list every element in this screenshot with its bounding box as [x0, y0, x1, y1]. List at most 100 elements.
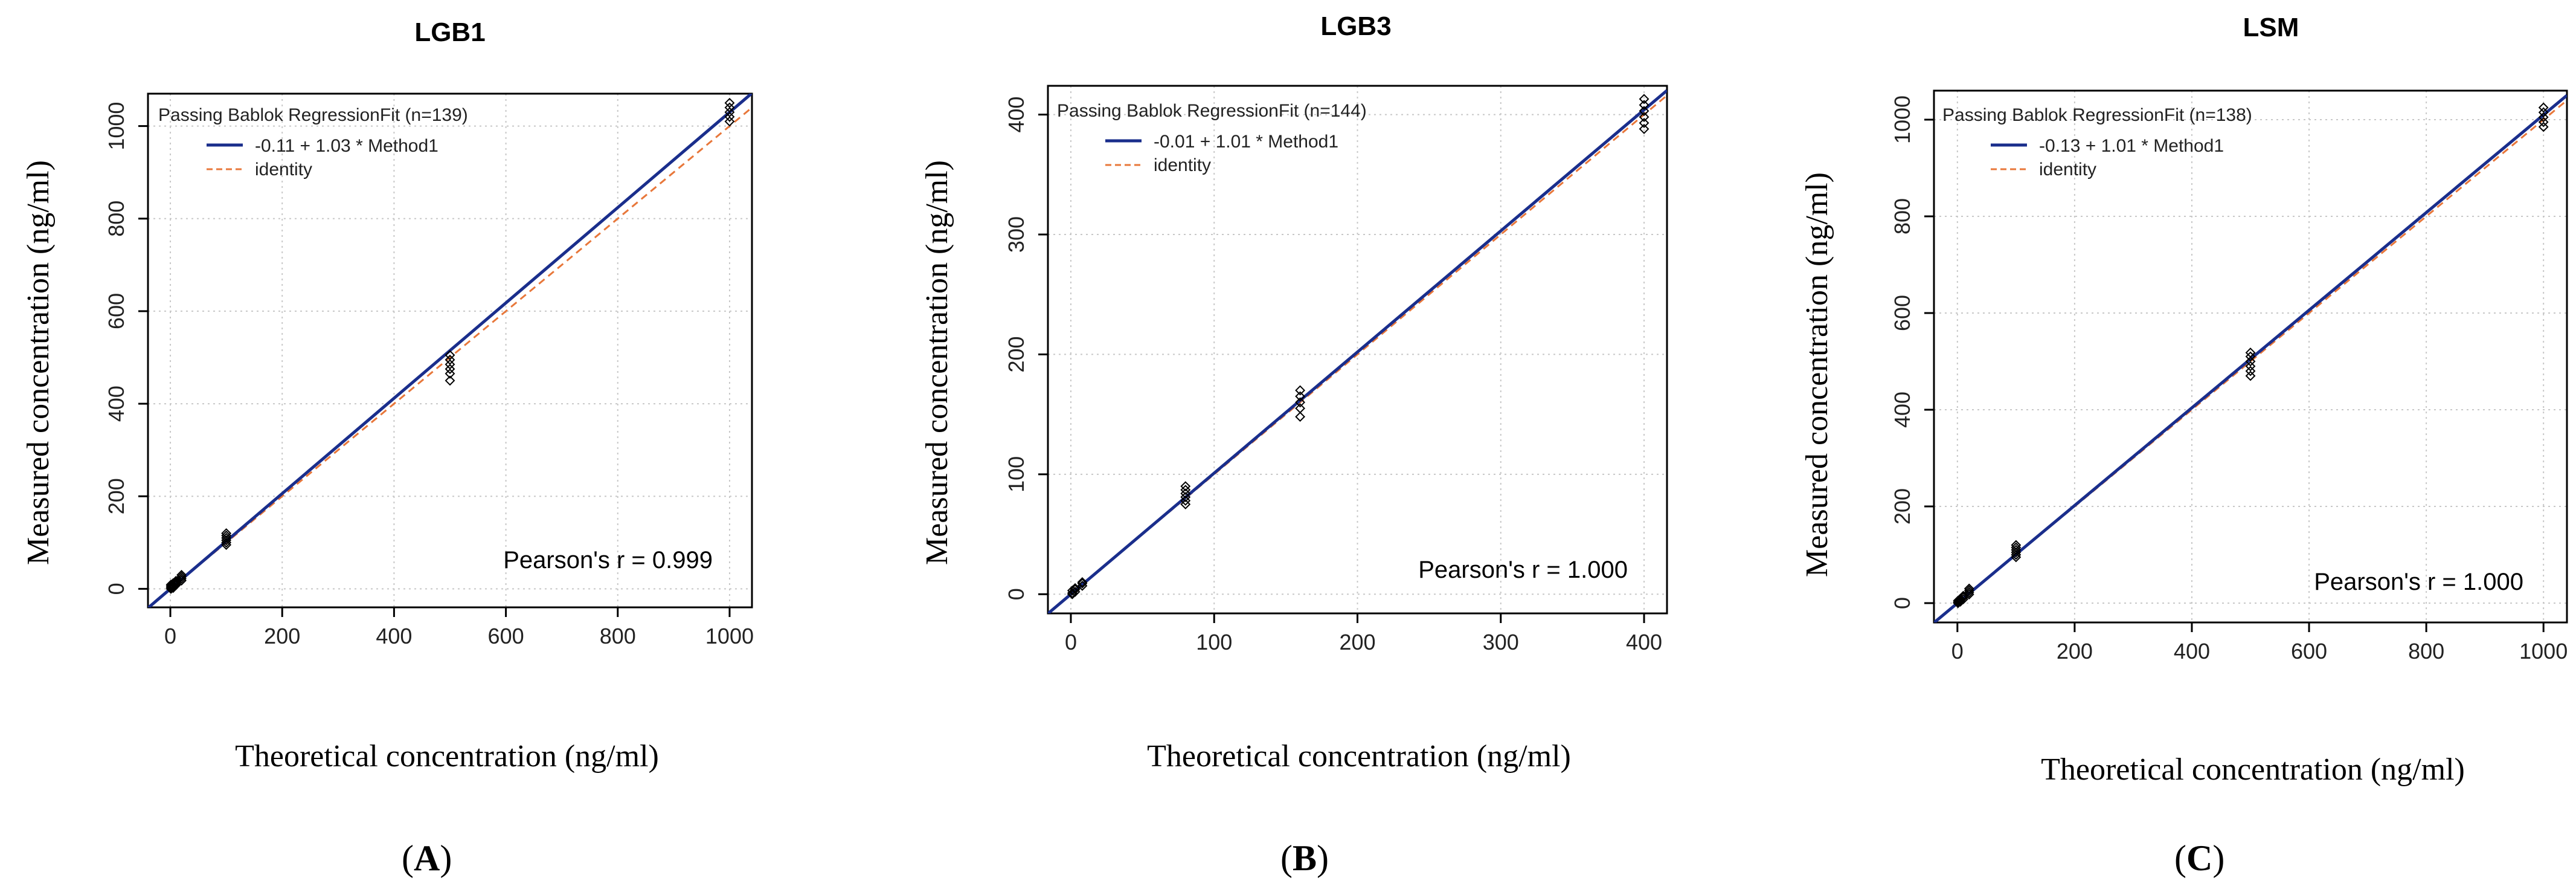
data-point [168, 580, 179, 590]
data-point [724, 116, 735, 127]
data-point [2538, 121, 2549, 132]
data-point [1964, 583, 1974, 594]
x-tick-label: 400 [2174, 639, 2210, 664]
data-point [1180, 481, 1191, 492]
data-point [445, 354, 455, 365]
y-tick-label: 800 [1890, 198, 1915, 234]
legend-title: Passing Bablok RegressionFit (n=139) [158, 105, 468, 125]
legend-identity-label: identity [1154, 155, 1211, 175]
data-point [176, 572, 187, 582]
x-tick-label: 400 [1626, 630, 1662, 654]
y-tick-label: 0 [1004, 588, 1029, 600]
x-axis-label: Theoretical concentration (ng/ml) [235, 739, 659, 774]
x-tick-label: 0 [1951, 639, 1964, 664]
panel-label-open: ( [402, 838, 414, 878]
pearson-annotation: Pearson's r = 1.000 [1418, 557, 1628, 583]
data-point [1077, 578, 1088, 589]
chart-panel-b: LGB3 0 100 200 300 400 0 100 200 300 400 Theoretica… [920, 11, 1668, 878]
y-axis: 0 200 400 600 800 1000 [1890, 95, 1934, 609]
x-tick-label: 0 [164, 624, 176, 648]
x-tick-label: 200 [2057, 639, 2093, 664]
x-tick-label: 600 [488, 624, 524, 648]
panel-label-letter: B [1293, 838, 1317, 878]
y-axis-label: Measured concentration (ng/ml) [1800, 172, 1834, 577]
chart-panel-a: LGB1 0 200 400 600 800 1000 0 200 400 600 800 1000 Th… [21, 18, 754, 878]
grid [1048, 86, 1667, 613]
y-tick-label: 400 [104, 386, 129, 422]
x-tick-label: 800 [600, 624, 636, 648]
data-point [168, 578, 179, 589]
chart-title: LGB1 [414, 18, 485, 47]
y-tick-label: 0 [1890, 597, 1915, 609]
data-point [1964, 589, 1974, 600]
data-point [724, 102, 735, 113]
y-axis-label: Measured concentration (ng/ml) [21, 160, 56, 565]
x-tick-label: 1000 [2519, 639, 2568, 664]
x-tick-label: 800 [2408, 639, 2444, 664]
x-tick-label: 600 [2291, 639, 2327, 664]
x-tick-label: 1000 [705, 624, 754, 648]
panel-label-close: ) [2212, 838, 2224, 878]
data-point [176, 569, 187, 580]
legend-fit-label: -0.11 + 1.03 * Method1 [255, 136, 438, 156]
data-point [1295, 403, 1306, 414]
identity-line [148, 106, 752, 607]
x-tick-label: 100 [1196, 630, 1232, 654]
y-tick-label: 600 [1890, 295, 1915, 331]
data-point [1955, 595, 1966, 606]
data-point [1077, 577, 1088, 587]
y-tick-label: 400 [1890, 392, 1915, 428]
panel-label: (A) [402, 838, 452, 878]
data-point [1955, 593, 1966, 604]
data-point [1067, 585, 1078, 596]
panel-label: (B) [1280, 838, 1329, 878]
panel-label-open: ( [2174, 838, 2186, 878]
data-point [2245, 347, 2256, 358]
y-axis: 0 200 400 600 800 1000 [104, 102, 148, 595]
panel-label-letter: A [414, 838, 440, 878]
panel-label: (C) [2174, 838, 2224, 878]
data-point [2245, 351, 2256, 362]
data-point [2245, 370, 2256, 381]
legend: Passing Bablok RegressionFit (n=139) -0.1… [158, 105, 468, 179]
data-point [1639, 112, 1649, 123]
x-axis: 0 200 400 600 800 1000 [1951, 622, 2568, 664]
legend: Passing Bablok RegressionFit (n=138) -0.1… [1942, 105, 2252, 179]
plot-frame [147, 92, 753, 609]
y-tick-label: 200 [104, 478, 129, 514]
data-point [445, 375, 455, 386]
y-tick-label: 800 [104, 201, 129, 237]
x-axis: 0 200 400 600 800 1000 [164, 607, 754, 648]
panel-label-letter: C [2186, 838, 2212, 878]
y-tick-label: 400 [1004, 97, 1029, 133]
legend-title: Passing Bablok RegressionFit (n=144) [1057, 101, 1367, 121]
data-point [2538, 117, 2549, 128]
data-point [2245, 361, 2256, 372]
data-point [1295, 397, 1306, 408]
pearson-annotation: Pearson's r = 1.000 [2314, 569, 2523, 595]
grid [148, 94, 752, 607]
chart-title: LGB3 [1320, 11, 1391, 41]
legend-fit-label: -0.01 + 1.01 * Method1 [1154, 132, 1338, 152]
x-tick-label: 300 [1483, 630, 1519, 654]
data-point [1964, 587, 1974, 598]
x-axis: 0 100 200 300 400 [1065, 613, 1662, 654]
data-point [1639, 106, 1649, 117]
panel-label-open: ( [1280, 838, 1293, 878]
data-point [2538, 102, 2549, 113]
x-axis-label: Theoretical concentration (ng/ml) [2041, 752, 2465, 787]
legend-identity-label: identity [2039, 160, 2096, 179]
legend-fit-label: -0.13 + 1.01 * Method1 [2039, 136, 2224, 156]
data-point [221, 528, 232, 538]
panel-label-close: ) [1317, 838, 1329, 878]
pearson-annotation: Pearson's r = 0.999 [503, 547, 713, 574]
data-point [1070, 584, 1081, 595]
y-tick-label: 600 [104, 293, 129, 329]
data-point [724, 97, 735, 108]
y-tick-label: 1000 [104, 102, 129, 150]
y-axis: 0 100 200 300 400 [1004, 97, 1048, 600]
data-points [1953, 102, 2549, 609]
data-point [2538, 107, 2549, 118]
grid [1934, 91, 2567, 622]
